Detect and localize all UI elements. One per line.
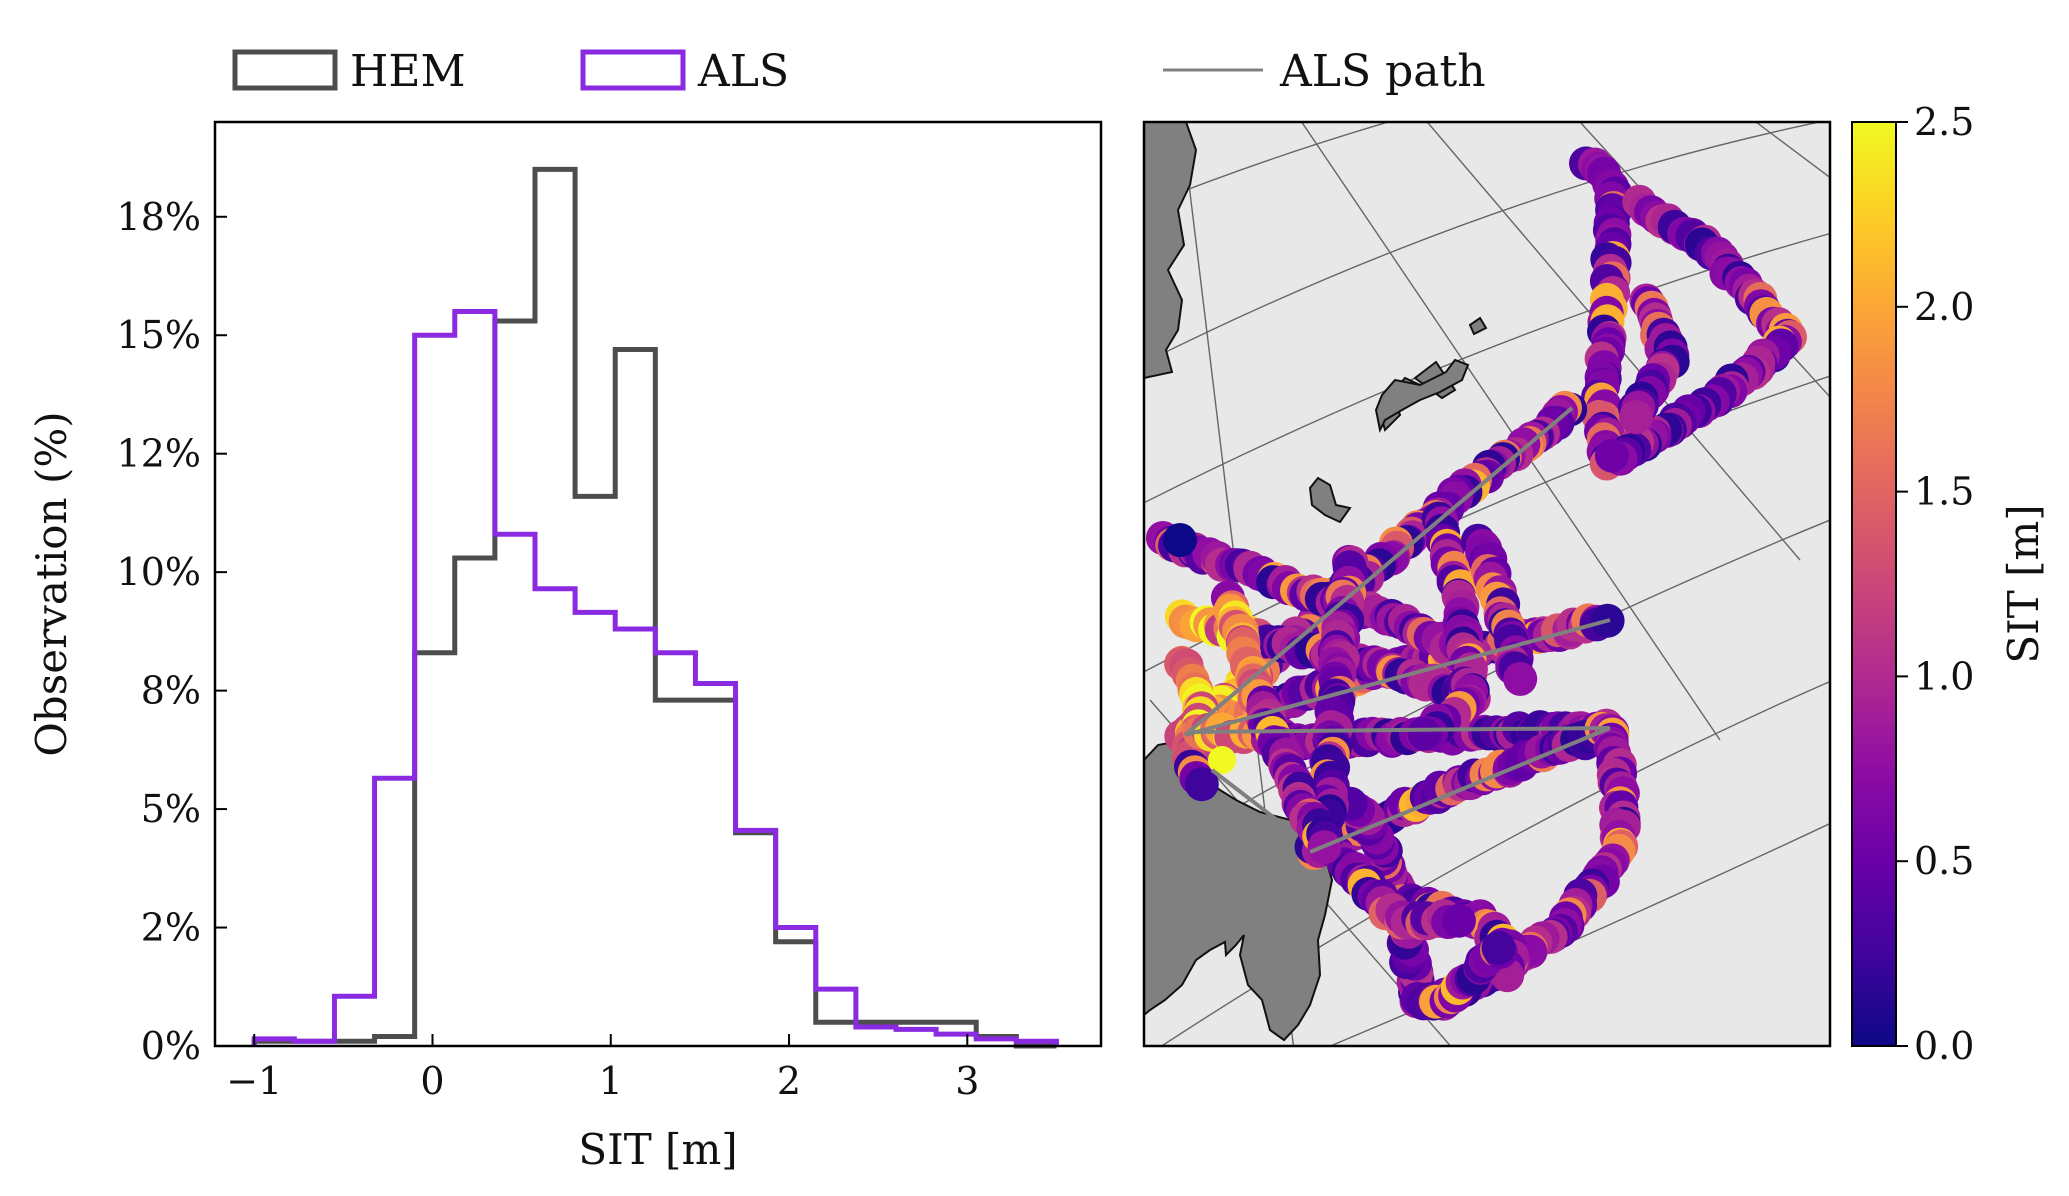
- colorbar-tick-label: 0.5: [1914, 839, 1974, 883]
- bin-als-9: [615, 629, 655, 1046]
- land: [1144, 122, 1488, 1042]
- bin-als-2: [334, 996, 374, 1046]
- legend-right: ALS path: [1163, 46, 1486, 97]
- y-tick-label: 15%: [117, 313, 201, 357]
- track-segment: [1461, 523, 1538, 696]
- track-point: [1619, 400, 1653, 435]
- y-tick-label: 12%: [117, 432, 201, 476]
- y-tick-label: 10%: [117, 550, 201, 594]
- histogram-panel: −1 0 1 2 3 0% 2% 5% 8% 10% 12% 15% 18% SIT [m] Obse…: [27, 120, 1103, 1174]
- bin-als-8: [575, 612, 615, 1046]
- colorbar-tick-label: 2.0: [1914, 285, 1974, 329]
- series-als: [251, 309, 1059, 1046]
- bin-als-7: [535, 589, 575, 1046]
- series-hem: [251, 166, 1057, 1049]
- track-point: [1208, 746, 1236, 774]
- x-tick-label: 3: [955, 1059, 979, 1103]
- colorbar-label: SIT [m]: [1999, 504, 2048, 663]
- colorbar-tick-label: 1.5: [1914, 470, 1974, 514]
- track-point: [1184, 767, 1219, 802]
- bin-als-15: [856, 1027, 896, 1046]
- track-segment: [1618, 283, 1690, 435]
- histogram-frame: [213, 120, 1103, 1048]
- legend-hem-swatch: [232, 49, 338, 91]
- track-point: [1407, 716, 1442, 751]
- track-point: [1594, 438, 1629, 473]
- x-tick-label: −1: [226, 1059, 282, 1103]
- track-point: [1503, 661, 1538, 696]
- bin-als-3: [375, 778, 415, 1046]
- step-line-hem: [251, 166, 1057, 1049]
- track-segment: [1400, 930, 1518, 1021]
- als-path: [1183, 406, 1611, 854]
- map-panel: [1142, 120, 1832, 1048]
- legend-als-swatch: [580, 49, 686, 91]
- y-tick-label: 18%: [117, 195, 201, 239]
- legend-als-label: ALS: [697, 46, 789, 97]
- y-tick-label: 5%: [141, 787, 201, 831]
- x-axis-label: SIT [m]: [578, 1125, 737, 1174]
- legend-hem-label: HEM: [350, 46, 466, 97]
- bin-als-13: [776, 928, 816, 1046]
- bin-als-10: [655, 653, 695, 1046]
- step-line-als: [251, 309, 1059, 1046]
- bin-als-4: [415, 335, 455, 1046]
- colorbar-gradient: [1851, 121, 1897, 1047]
- map-frame: [1142, 120, 1832, 1048]
- bin-als-6: [495, 534, 535, 1046]
- y-tick-label: 0%: [141, 1024, 201, 1068]
- track-point: [1441, 903, 1476, 938]
- legend-left: HEM ALS: [232, 46, 789, 97]
- track-segment: [1594, 184, 1807, 476]
- legend-als-path-label: ALS path: [1279, 46, 1486, 97]
- bin-als-12: [736, 830, 776, 1046]
- colorbar-tick-label: 2.5: [1914, 100, 1974, 144]
- bin-als-14: [816, 989, 856, 1046]
- als-tracks: [1145, 146, 1807, 1021]
- bin-als-17: [936, 1034, 976, 1046]
- colorbar: 0.0 0.5 1.0 1.5 2.0 2.5 SIT [m]: [1851, 100, 2048, 1068]
- bin-als-11: [695, 684, 735, 1046]
- x-tick-label: 2: [777, 1059, 801, 1103]
- track-segment: [1210, 580, 1343, 865]
- track-segment: [1314, 831, 1476, 941]
- y-tick-label: 2%: [141, 906, 201, 950]
- x-tick-label: 1: [599, 1059, 623, 1103]
- track-point: [1481, 930, 1516, 965]
- bin-als-5: [455, 312, 495, 1046]
- colorbar-tick-label: 0.0: [1914, 1024, 1974, 1068]
- colorbar-tick-label: 1.0: [1914, 654, 1974, 698]
- y-axis-label: Observation (%): [27, 411, 76, 756]
- track-point: [1163, 523, 1197, 557]
- y-tick-label: 8%: [141, 669, 201, 713]
- bin-als-16: [896, 1029, 936, 1046]
- x-tick-label: 0: [420, 1059, 444, 1103]
